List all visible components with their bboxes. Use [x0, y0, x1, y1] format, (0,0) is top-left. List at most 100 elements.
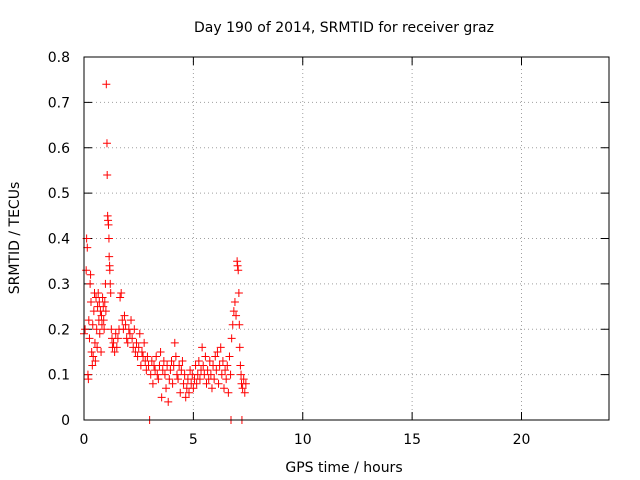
data-point [227, 334, 236, 343]
data-point [176, 388, 185, 397]
data-point [203, 366, 212, 375]
data-point [100, 325, 109, 334]
data-point [130, 325, 139, 334]
data-point [154, 375, 163, 384]
data-point [153, 370, 162, 379]
data-point [97, 347, 106, 356]
data-point [212, 366, 221, 375]
data-point [175, 361, 184, 370]
x-tick-label: 0 [80, 432, 89, 448]
data-point [207, 384, 216, 393]
data-point [230, 298, 239, 307]
data-point [88, 320, 97, 329]
data-point [106, 288, 115, 297]
data-point [142, 366, 151, 375]
data-point [220, 384, 228, 393]
data-point [222, 375, 231, 384]
data-point [166, 366, 175, 375]
data-point [192, 379, 201, 388]
y-tick-label: 0 [61, 413, 70, 429]
data-point [221, 366, 230, 375]
x-tick-label: 15 [403, 432, 421, 448]
x-tick-label: 10 [294, 432, 312, 448]
data-point [155, 361, 164, 370]
data-point [237, 370, 246, 379]
data-point [137, 347, 146, 356]
data-point [123, 338, 132, 347]
y-tick-label: 0.4 [48, 232, 70, 248]
data-points [80, 80, 250, 424]
data-point [118, 316, 127, 325]
data-point [135, 329, 144, 338]
data-point [93, 343, 102, 352]
data-point [85, 334, 94, 343]
data-point [159, 357, 168, 366]
data-point [84, 375, 93, 384]
data-point [156, 347, 165, 356]
data-point [99, 302, 108, 311]
data-point [167, 357, 176, 366]
data-point [87, 347, 96, 356]
data-point [185, 388, 193, 397]
data-point [160, 370, 169, 379]
data-point [233, 261, 242, 270]
data-point [180, 370, 189, 379]
data-point [223, 361, 232, 370]
data-point [234, 288, 243, 297]
data-point [194, 357, 203, 366]
data-point [83, 243, 92, 252]
data-point [105, 266, 114, 275]
data-point [136, 361, 145, 370]
data-point [240, 388, 249, 397]
data-point [103, 170, 112, 179]
data-point [174, 375, 183, 384]
data-point [132, 338, 141, 347]
data-point [147, 357, 156, 366]
data-point [92, 325, 101, 334]
data-point [206, 370, 215, 379]
data-point [202, 379, 211, 388]
data-point [86, 279, 95, 288]
data-point [127, 316, 136, 325]
data-point [140, 338, 149, 347]
data-point [217, 370, 226, 379]
data-point [102, 80, 111, 89]
data-point [195, 375, 204, 384]
data-point [225, 352, 234, 361]
data-point [106, 279, 115, 288]
data-point [229, 307, 238, 316]
data-point [110, 347, 119, 356]
grid [84, 57, 609, 420]
data-point [205, 357, 214, 366]
data-point [86, 270, 95, 279]
data-point [170, 338, 179, 347]
data-point [178, 357, 187, 366]
data-point [179, 379, 188, 388]
data-point [101, 307, 110, 316]
data-point [128, 334, 137, 343]
data-point [89, 352, 98, 361]
axis-tick-labels: 0 0.1 0.2 0.3 0.4 0.5 0.6 0.7 0.8 0 5 10 15 20 [48, 50, 531, 448]
data-point [102, 139, 111, 148]
data-point [111, 329, 120, 338]
chart-title: Day 190 of 2014, SRMTID for receiver gra… [194, 20, 494, 36]
data-point [112, 343, 121, 352]
data-point [181, 393, 190, 402]
data-point [177, 366, 186, 375]
data-point [171, 352, 180, 361]
data-point [215, 361, 224, 370]
data-point [165, 375, 174, 384]
data-point [109, 338, 118, 347]
data-point [232, 311, 241, 320]
data-point [105, 252, 114, 261]
y-tick-label: 0.7 [48, 95, 70, 111]
y-tick-label: 0.1 [48, 368, 70, 384]
x-axis-label: GPS time / hours [285, 460, 402, 476]
data-point [226, 370, 235, 379]
data-point [104, 234, 113, 243]
data-point [211, 352, 220, 361]
data-point [214, 379, 223, 388]
y-tick-label: 0.6 [48, 141, 70, 157]
y-tick-label: 0.3 [48, 277, 70, 293]
